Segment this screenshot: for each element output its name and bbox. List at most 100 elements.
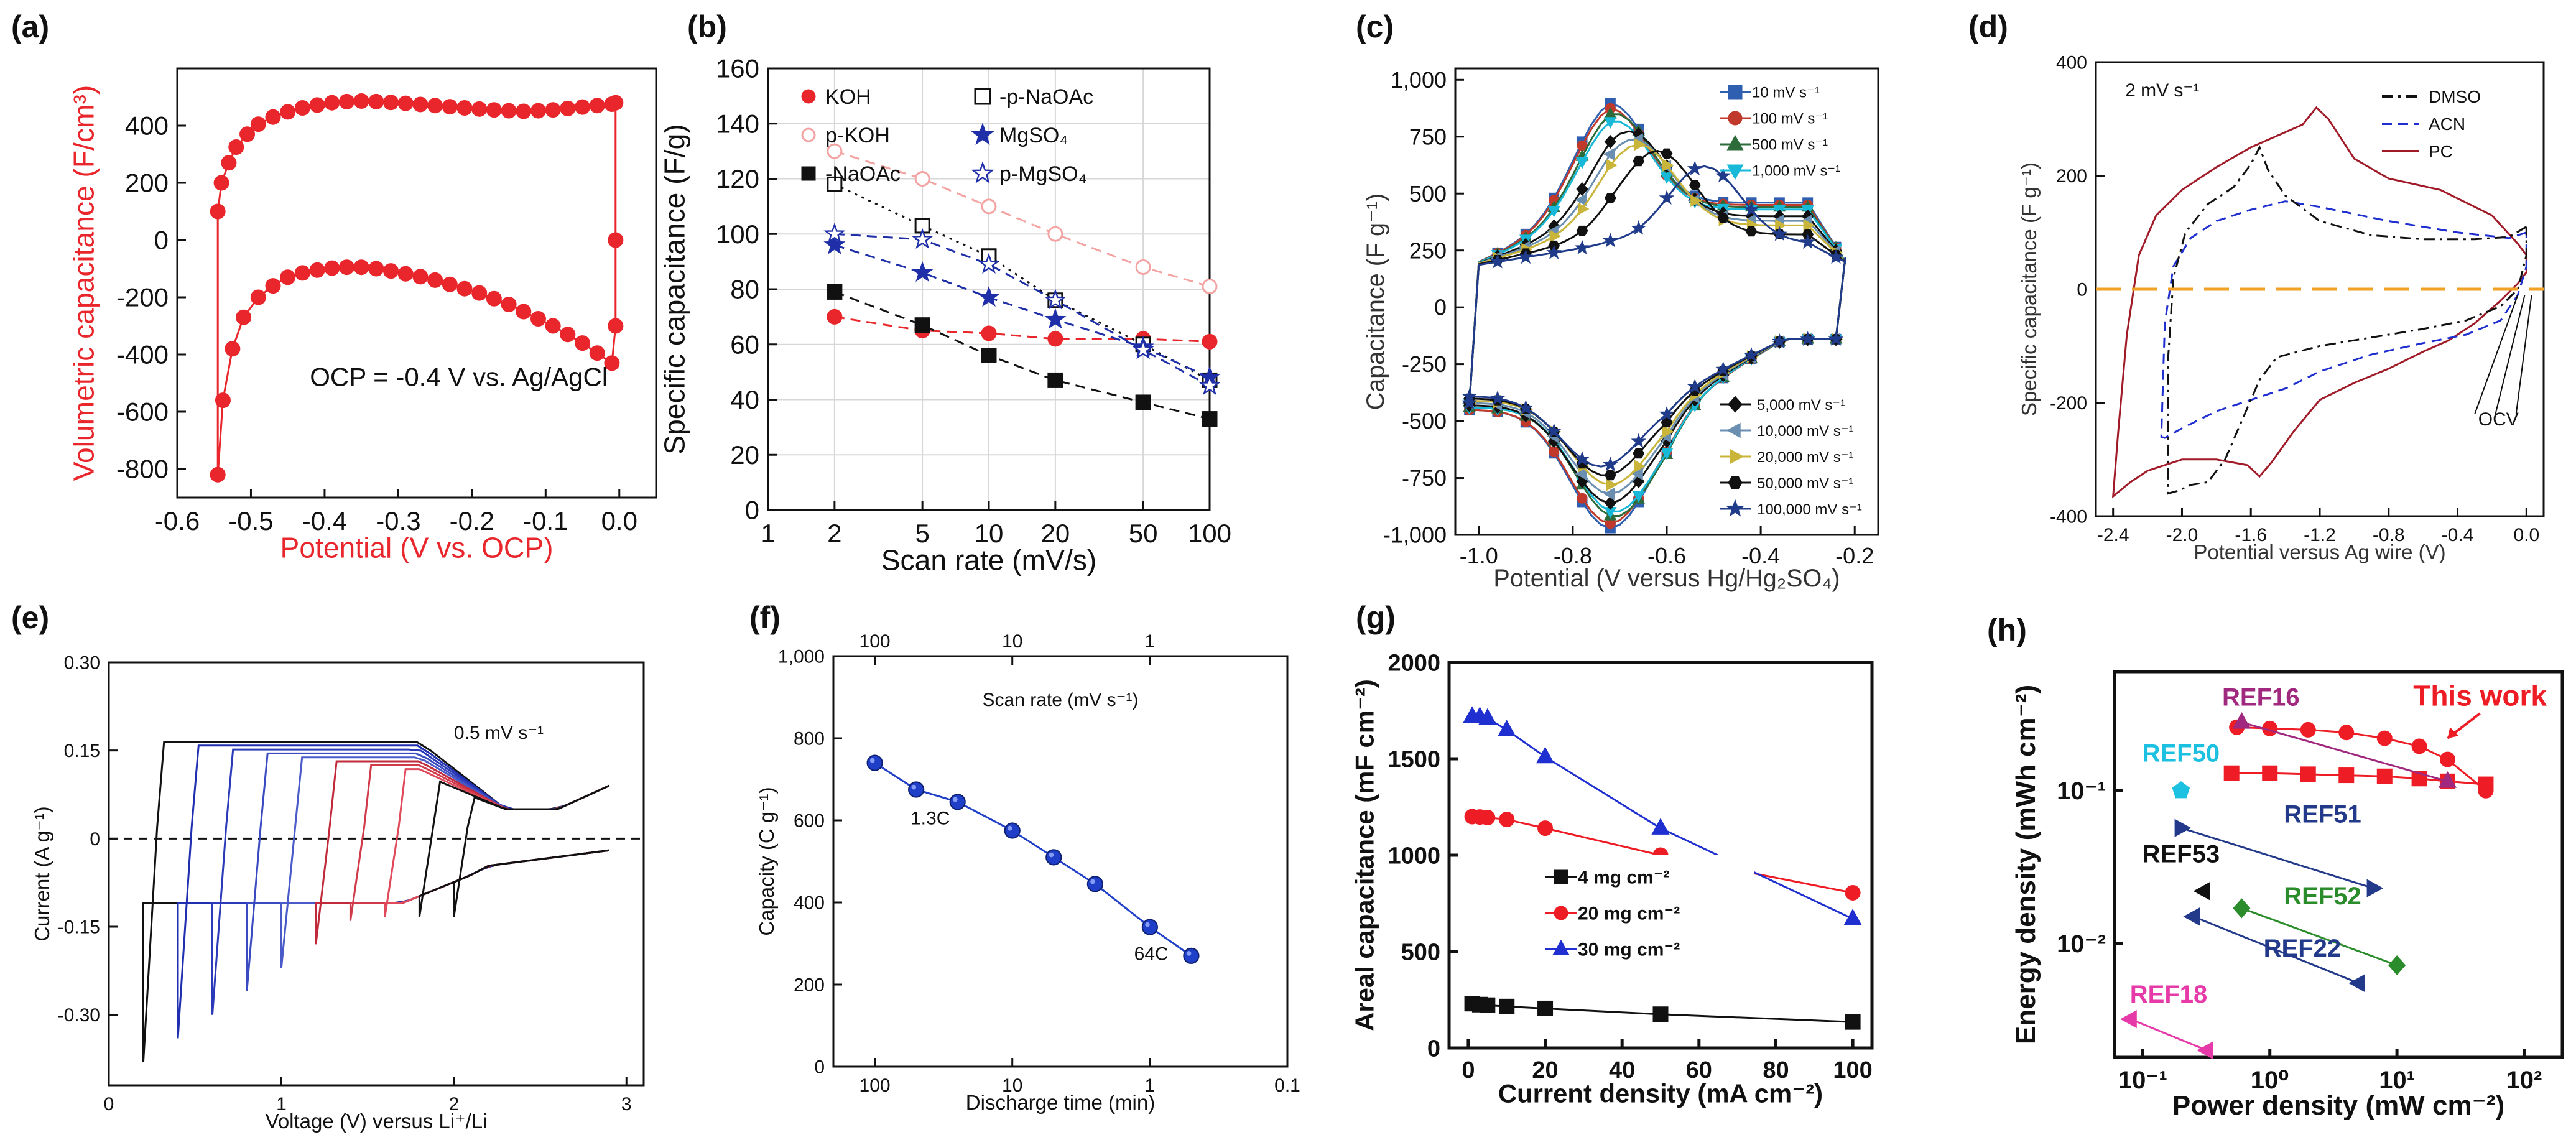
y-tick-label: -200: [2050, 393, 2087, 414]
legend-marker: [1552, 939, 1570, 955]
y-tick-label: 750: [1409, 124, 1447, 149]
cv-point: [1717, 213, 1730, 223]
data-point: [827, 176, 843, 192]
data-point: [560, 327, 576, 343]
panel-label: (b): [687, 9, 727, 44]
data-point: [1044, 308, 1067, 329]
data-point: [412, 96, 429, 113]
x-tick-label: 10: [1002, 1075, 1022, 1096]
y-tick-label: 0: [2077, 280, 2087, 300]
data-point: [1537, 820, 1554, 837]
annotation: OCV: [2478, 409, 2519, 430]
x-tick-label: 0.0: [601, 506, 637, 535]
data-point: [1183, 947, 1200, 964]
x-tick-label: 10¹: [2379, 1067, 2415, 1094]
series-line-acn: [2160, 200, 2527, 439]
x-tick-label: -0.2: [1835, 543, 1874, 568]
y-axis-label: Specific capacitance (F g⁻¹): [2018, 162, 2041, 416]
x-tick-label: 50: [1129, 519, 1158, 548]
data-point: [560, 100, 576, 116]
panel-label: (g): [1356, 600, 1396, 635]
data-point: [1004, 822, 1021, 839]
data-point: [911, 228, 934, 249]
legend-label: 100 mV s⁻¹: [1752, 110, 1828, 127]
data-point: [338, 259, 354, 276]
x-tick-label: 0: [104, 1094, 114, 1115]
y-tick-label: 0.15: [64, 741, 100, 761]
x-tick-label: -0.4: [302, 506, 347, 535]
series-line-ref51: [2180, 827, 2374, 889]
cv-point: [1604, 134, 1616, 149]
series-line-naoac: [834, 290, 1210, 420]
data-point: [456, 280, 473, 297]
cv-point: [1490, 253, 1506, 269]
annotation: OCP = -0.4 V vs. Ag/AgCl: [310, 363, 608, 392]
cv-point: [1577, 202, 1590, 216]
series-label: REF18: [2130, 981, 2208, 1008]
data-point: [575, 335, 591, 351]
legend-label: KOH: [825, 85, 871, 109]
data-point: [353, 93, 369, 109]
legend-marker: [801, 127, 816, 142]
series-label: REF50: [2143, 739, 2220, 767]
cv-point: [1662, 425, 1674, 438]
y-tick-label: 0: [814, 1057, 825, 1078]
cv-point: [1660, 448, 1674, 460]
cv-point: [1659, 190, 1675, 205]
annotation: 64C: [1134, 943, 1169, 964]
data-point: [2376, 768, 2393, 784]
x-tick-label: 3: [621, 1094, 632, 1115]
cv-point: [1631, 467, 1643, 481]
y-tick-label: 500: [1409, 181, 1447, 206]
data-point: [2223, 765, 2240, 781]
data-point: [981, 325, 997, 341]
data-point: [1202, 279, 1218, 295]
x-axis-label: Voltage (V) versus Li⁺/Li: [266, 1110, 488, 1133]
legend-marker: [1728, 85, 1743, 100]
y-tick-label: -200: [116, 283, 169, 312]
x-tick-label: 0.0: [2513, 525, 2539, 545]
cv-point: [1631, 220, 1647, 235]
data-point: [1651, 818, 1670, 835]
data-point: [239, 126, 256, 142]
y-tick-label: 500: [1401, 939, 1440, 965]
y-tick-label: 400: [125, 111, 169, 141]
data-point: [589, 345, 605, 361]
data-point-highlight: [953, 797, 958, 802]
series-line-pc: [2111, 106, 2527, 499]
data-point: [1135, 259, 1151, 275]
data-point: [1478, 708, 1497, 725]
y-axis-label: Areal capacitance (mF cm⁻²): [1350, 679, 1379, 1031]
cv-point: [1576, 225, 1588, 236]
data-point: [608, 95, 624, 111]
data-point: [309, 262, 325, 278]
cv-point: [1603, 147, 1615, 161]
legend-label: 20 mg cm⁻²: [1578, 904, 1680, 924]
legend-marker: [971, 123, 994, 145]
y-tick-label: 2000: [1388, 650, 1440, 676]
cv-point: [1828, 249, 1844, 264]
y-axis-label: Specific capacitance (F/g): [659, 124, 691, 454]
data-point: [2388, 955, 2406, 976]
x-tick-label: 0: [1462, 1057, 1475, 1083]
cv-point: [1576, 182, 1588, 197]
y-tick-label: 1500: [1388, 746, 1440, 772]
series-line-koh: [834, 315, 1210, 343]
x-axis-label: Power density (mW cm⁻²): [2172, 1090, 2504, 1121]
data-point: [412, 269, 429, 285]
cv-point: [1517, 399, 1534, 415]
data-point: [265, 278, 281, 294]
plot-frame: [108, 661, 645, 1087]
series-label: REF22: [2264, 935, 2342, 962]
x-tick-label: -0.6: [155, 506, 200, 535]
data-point: [914, 317, 930, 333]
data-point: [2262, 765, 2278, 781]
y-tick-label: 600: [794, 811, 825, 832]
data-point-highlight: [1008, 825, 1012, 831]
data-point: [978, 253, 1000, 274]
data-point: [1198, 374, 1221, 396]
y-axis-label: Capacitance (F g⁻¹): [1362, 193, 1389, 410]
y-tick-label: 400: [794, 893, 825, 914]
y-tick-label: 0.30: [64, 653, 100, 674]
